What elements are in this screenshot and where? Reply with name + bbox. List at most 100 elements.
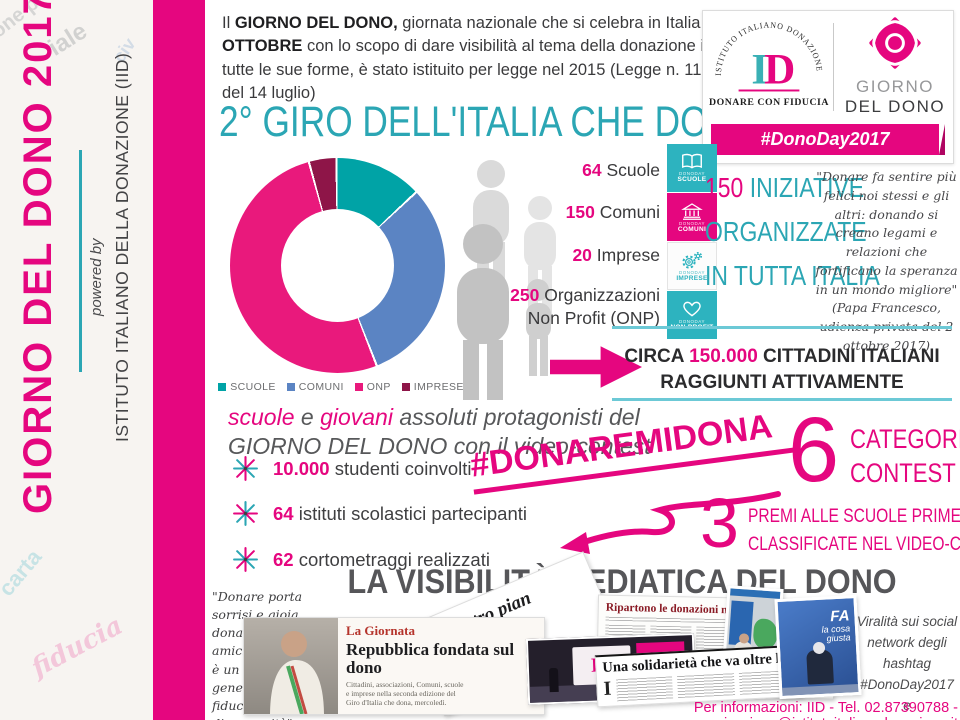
stat-number: 150 bbox=[565, 202, 595, 222]
ribbon-text: #DonoDay2017 bbox=[760, 129, 890, 149]
prize-label-text: CLASSIFICATE NEL VIDEO-CONTEST bbox=[748, 534, 960, 555]
tv-floor bbox=[782, 683, 859, 696]
text-column bbox=[615, 676, 674, 702]
bullet-label: cortometraggi realizzati bbox=[293, 548, 490, 570]
caption-text: GIORNO DEL DONO con il video-contest bbox=[228, 432, 651, 459]
legend-swatch bbox=[401, 383, 410, 391]
virality-line: #DonareMiDona bbox=[856, 717, 958, 720]
tile-imprese: DONODAY IMPRESE bbox=[667, 242, 717, 290]
curl-arrow-icon bbox=[560, 491, 781, 554]
legend-label: COMUNI bbox=[298, 381, 344, 393]
virality-line: Viralità sui social bbox=[856, 614, 958, 629]
star-bullet-icon bbox=[233, 547, 258, 572]
iniziative-line: 150 INIZIATIVE bbox=[705, 172, 899, 204]
bullet-cortometraggi: 62 cortometraggi realizzati bbox=[232, 546, 490, 573]
brand-line: DEL DONO bbox=[844, 97, 946, 116]
stat-comuni: 150 Comuni bbox=[465, 202, 660, 223]
divider bbox=[79, 150, 82, 372]
stat-number: 20 bbox=[572, 245, 592, 265]
newspaper-text: La Giornata Repubblica fondata sul dono … bbox=[338, 618, 544, 714]
iniziative-text: ORGANIZZATE bbox=[705, 216, 867, 247]
star-bullet-icon bbox=[233, 501, 258, 526]
people-icon bbox=[457, 160, 556, 400]
legend-swatch bbox=[218, 383, 227, 391]
iniziative-text: INIZIATIVE bbox=[743, 172, 865, 203]
contest-label-text: CATEGORIE bbox=[850, 424, 960, 454]
tile-non-profit: DONODAY NON PROFIT bbox=[667, 291, 717, 339]
legend-item: ONP bbox=[354, 381, 391, 393]
bullet-istituti: 64 istituti scolastici partecipanti bbox=[232, 500, 527, 527]
iniziative-text: IN TUTTA ITALIA bbox=[705, 260, 880, 291]
contest-label-text: CONTEST bbox=[850, 458, 956, 488]
tile-caption: DONODAY bbox=[679, 318, 705, 324]
legend-label: ONP bbox=[366, 381, 391, 393]
stat-number: 250 bbox=[510, 285, 540, 305]
donut-hole bbox=[281, 209, 394, 322]
category-tiles: DONODAY SCUOLE DONODAY COMUNI DONODAY IM… bbox=[667, 144, 717, 340]
press-clipping-la-giornata: La Giornata Repubblica fondata sul dono … bbox=[243, 617, 545, 715]
tile-label: SCUOLE bbox=[677, 176, 707, 183]
virality-line: #DonoDay2017 e bbox=[860, 676, 954, 713]
page-title: 2° GIRO DELL'ITALIA CHE DONA bbox=[219, 98, 874, 147]
highlight-word: giovani bbox=[320, 404, 393, 430]
legend-label: IMPRESE bbox=[413, 381, 464, 393]
prize-label-text: PREMI ALLE SCUOLE PRIME bbox=[748, 506, 960, 527]
tv-topbar bbox=[730, 588, 781, 599]
prize-label: CLASSIFICATE NEL VIDEO-CONTEST bbox=[748, 534, 960, 556]
star-bullet-icon bbox=[233, 456, 258, 481]
reach-text: CIRCA bbox=[624, 346, 690, 367]
tile-caption: DONODAY bbox=[679, 220, 705, 226]
reach-statement: CIRCA 150.000 CITTADINI ITALIANI RAGGIUN… bbox=[613, 344, 951, 395]
legend-swatch bbox=[354, 383, 363, 391]
drop-cap: I bbox=[602, 677, 612, 700]
legend-item: IMPRESE bbox=[401, 381, 464, 393]
intro-text: con lo scopo di dare visibilità al tema … bbox=[222, 37, 714, 103]
legend-item: SCUOLE bbox=[218, 381, 276, 393]
press-clipping-solidarieta: Una solidarietà che va oltre le emergenz… bbox=[594, 644, 856, 708]
prize-label: PREMI ALLE SCUOLE PRIME bbox=[748, 506, 960, 528]
tile-label: COMUNI bbox=[677, 225, 707, 233]
stat-scuole: 64 Scuole bbox=[465, 160, 660, 181]
legend-label: SCUOLE bbox=[230, 381, 276, 393]
contact-line: Per informazioni: IID - Tel. 02.87390788… bbox=[681, 700, 959, 720]
reach-text: CITTADINI ITALIANI RAGGIUNTI ATTIVAMENTE bbox=[660, 346, 940, 393]
bullet-number: 62 bbox=[273, 548, 294, 570]
sidebar: one pr iale civ fiducia carta GIORNO DEL… bbox=[0, 0, 205, 720]
tv-screenshot-fa-la-cosa-giusta: FA la cosa giusta bbox=[774, 594, 862, 700]
tile-scuole: DONODAY SCUOLE bbox=[667, 144, 717, 192]
divider bbox=[833, 23, 834, 111]
decor-word: carta bbox=[0, 544, 47, 601]
chart-legend: SCUOLE COMUNI ONP IMPRESE bbox=[218, 381, 463, 393]
reach-number: 150.000 bbox=[689, 346, 758, 367]
contest-label: CONTEST bbox=[850, 458, 960, 489]
pope-photo-figure bbox=[270, 631, 324, 714]
newspaper-photo bbox=[244, 618, 338, 714]
hashtag-ribbon: #DonoDay2017 bbox=[711, 124, 945, 155]
stat-number: 64 bbox=[582, 160, 602, 180]
event-title-vertical: GIORNO DEL DONO 2017 bbox=[16, 0, 60, 514]
protagonists-caption: scuole e giovani assoluti protagonisti d… bbox=[228, 403, 651, 461]
intro-text: Il bbox=[222, 14, 235, 32]
heart-icon bbox=[683, 301, 701, 317]
tile-caption: DONODAY bbox=[679, 269, 705, 275]
divider bbox=[612, 398, 952, 401]
newspaper-headline: Repubblica fondata sul dono bbox=[346, 640, 515, 677]
stat-label: Imprese bbox=[591, 245, 660, 265]
legend-item: COMUNI bbox=[286, 381, 344, 393]
bullet-label: istituti scolastici partecipanti bbox=[293, 502, 527, 524]
newspaper-kicker: La Giornata bbox=[346, 623, 415, 638]
svg-text:DONARE CON FIDUCIA: DONARE CON FIDUCIA bbox=[709, 97, 829, 108]
iniziative-number: 150 bbox=[705, 172, 744, 203]
svg-text:I: I bbox=[751, 47, 768, 94]
stat-label: Non Profit (ONP) bbox=[527, 307, 660, 328]
svg-text:D: D bbox=[764, 47, 795, 94]
bullet-number: 10.000 bbox=[273, 457, 330, 479]
intro-text: giornata nazionale che si celebra in Ita… bbox=[397, 14, 717, 32]
newspaper-body: Cittadini, associazioni, Comuni, scuole … bbox=[346, 679, 464, 708]
bullet-studenti: 10.000 studenti coinvolti bbox=[232, 455, 472, 482]
intro-bold: GIORNO DEL DONO, bbox=[234, 14, 398, 32]
intro-paragraph: Il GIORNO DEL DONO, giornata nazionale c… bbox=[222, 12, 727, 106]
tv-title-text: giusta bbox=[826, 632, 851, 644]
caption-text: e bbox=[294, 404, 321, 430]
bank-icon bbox=[681, 202, 703, 220]
